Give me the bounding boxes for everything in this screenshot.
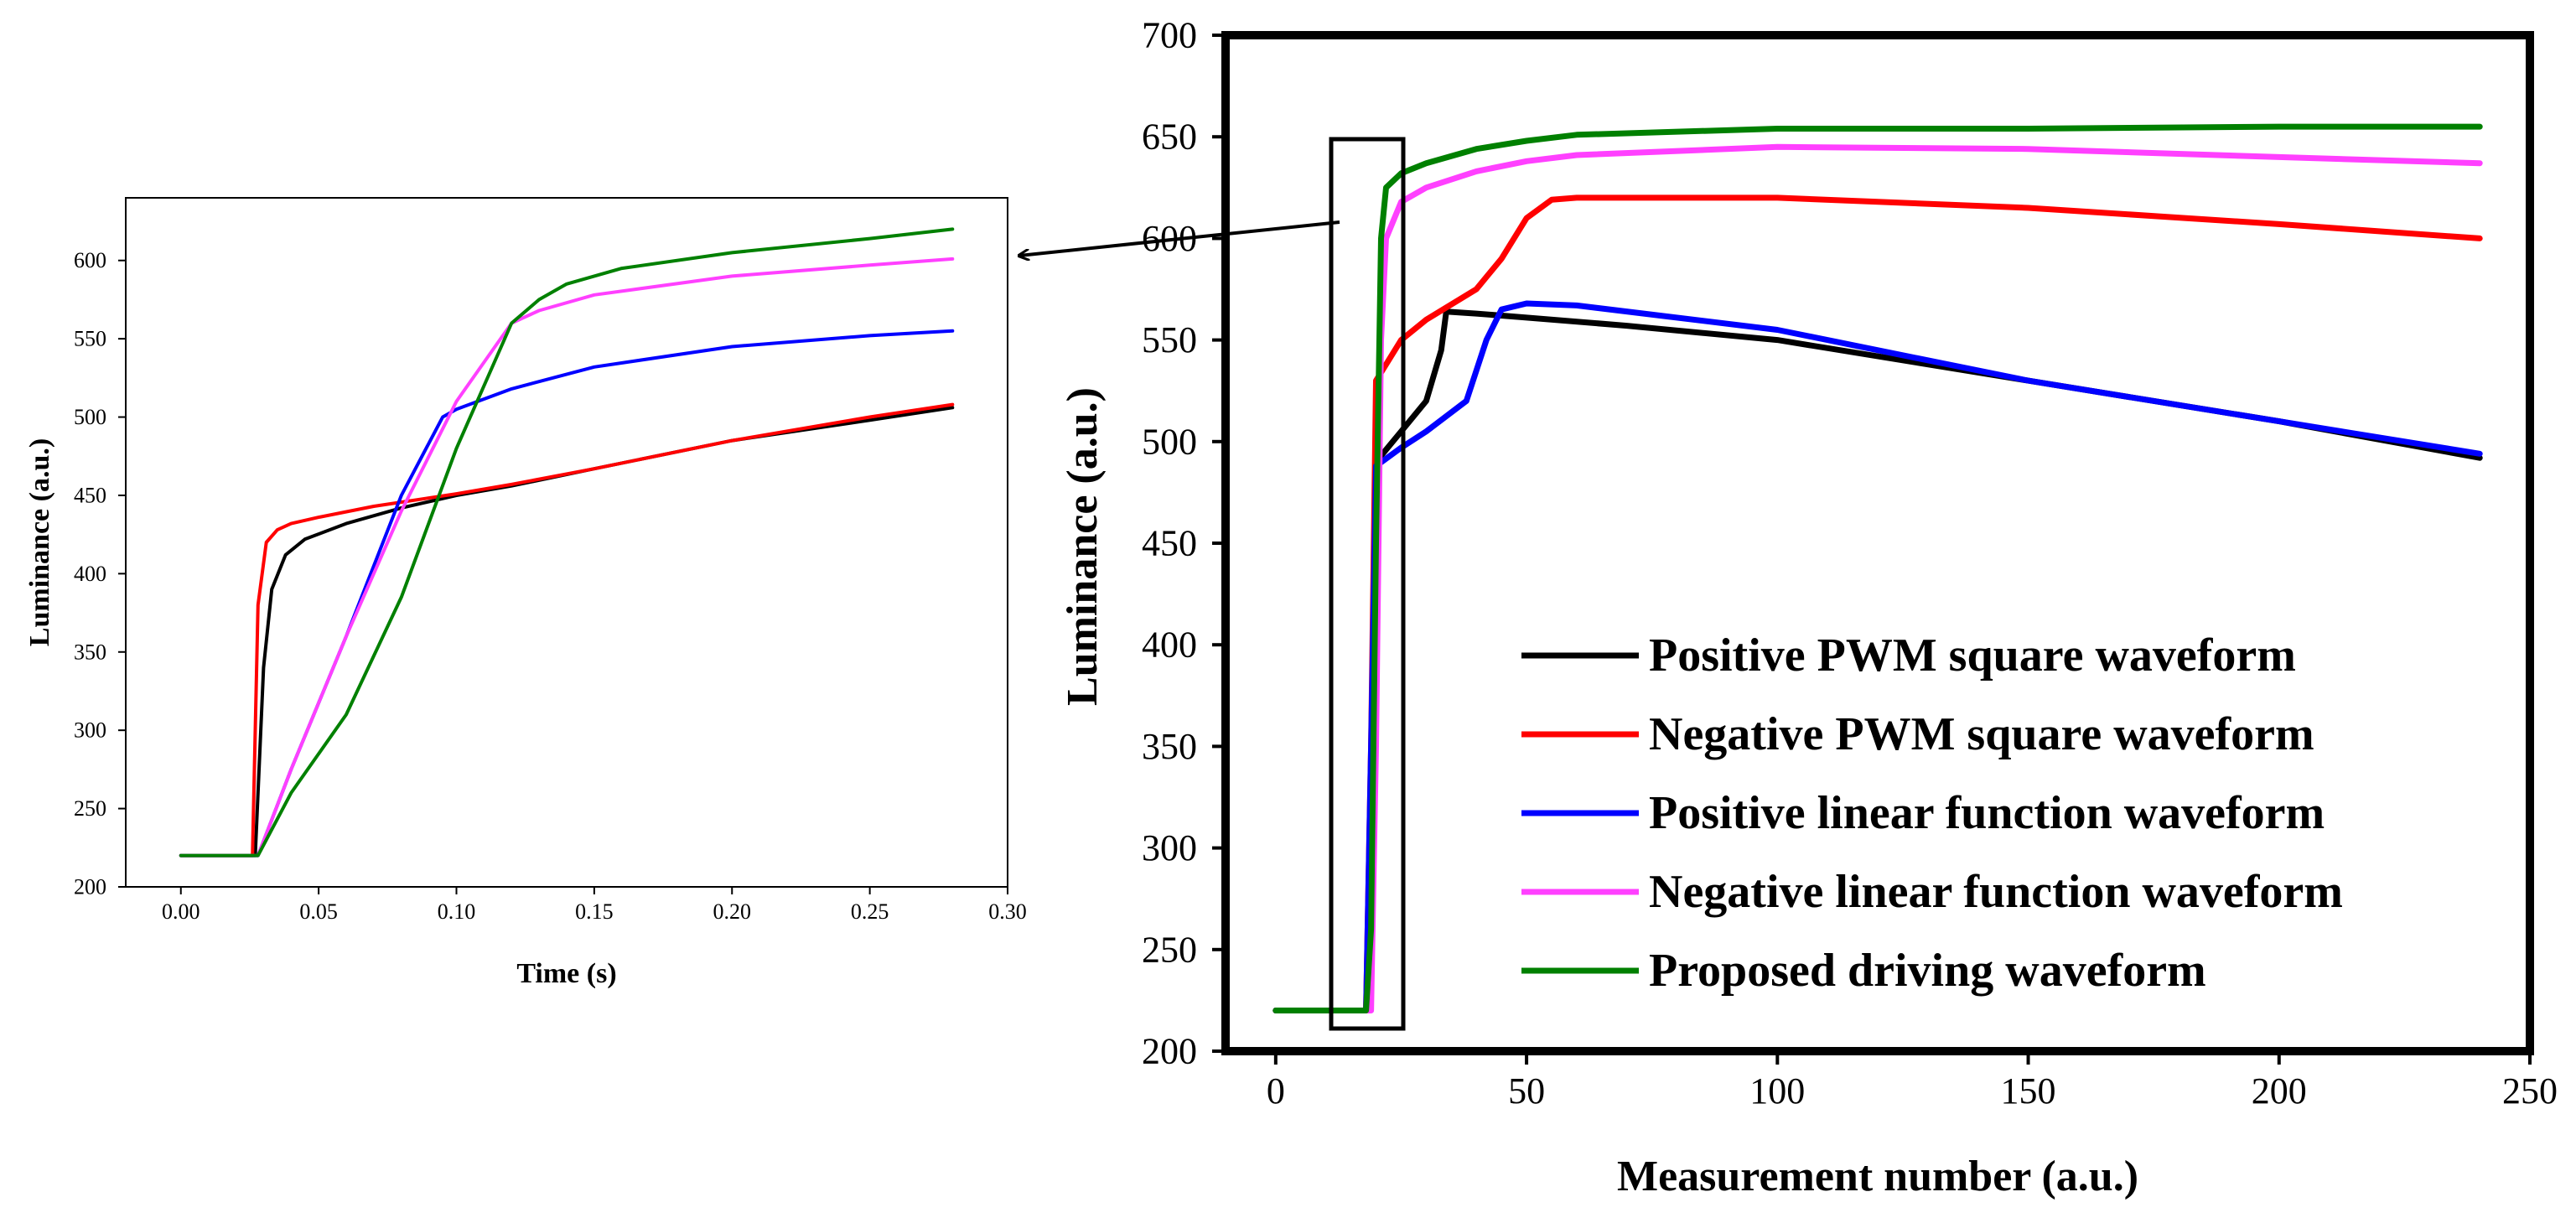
inset-plot-frame (125, 197, 1008, 888)
inset-x-tick-label: 0.20 (713, 899, 752, 924)
inset-y-tick-label: 500 (74, 405, 106, 429)
inset-series-line-2 (179, 402, 955, 858)
inset-x-tick-label: 0.25 (851, 899, 889, 924)
main-y-tick-label: 250 (1142, 929, 1197, 970)
main-y-tick-label: 400 (1142, 624, 1197, 666)
main-x-tick-label: 100 (1749, 1070, 1805, 1112)
legend-label: Negative PWM square waveform (1649, 708, 2314, 760)
main-y-axis-label: Luminance (a.u.) (1059, 387, 1107, 706)
main-x-ticks: 0 50 100 150 200 250 (1267, 1051, 2558, 1112)
inset-chart: 0.00 0.05 0.10 0.15 0.20 0.25 0.30 200 250 300 35… (24, 197, 1027, 989)
main-chart: 0 50 100 150 200 250 200 250 300 350 400 450 500 550… (1059, 15, 2558, 1201)
legend: Positive PWM square waveform Negative PWM… (1521, 630, 2343, 997)
inset-y-tick-label: 300 (74, 718, 106, 743)
main-y-tick-label: 650 (1142, 117, 1197, 158)
main-x-tick-label: 0 (1267, 1070, 1285, 1112)
inset-y-axis-label: Luminance (a.u.) (24, 438, 55, 646)
inset-series-line-5 (179, 227, 955, 858)
main-y-tick-label: 200 (1142, 1031, 1197, 1072)
main-x-tick-label: 150 (2001, 1070, 2056, 1112)
main-y-tick-label: 700 (1142, 15, 1197, 56)
legend-label: Negative linear function waveform (1649, 866, 2343, 918)
inset-x-ticks: 0.00 0.05 0.10 0.15 0.20 0.25 0.30 (162, 887, 1027, 924)
main-series-line-5 (1272, 123, 2483, 1013)
main-x-tick-label: 200 (2252, 1070, 2307, 1112)
inset-x-axis-label: Time (s) (516, 958, 616, 989)
inset-y-tick-label: 200 (74, 875, 106, 899)
inset-y-ticks: 200 250 300 350 400 450 500 550 600 (74, 248, 126, 899)
legend-label: Positive linear function waveform (1649, 787, 2325, 839)
main-y-tick-label: 600 (1142, 218, 1197, 259)
zoom-region-box (1329, 137, 1406, 1031)
inset-y-tick-label: 600 (74, 248, 106, 272)
inset-y-tick-label: 250 (74, 796, 106, 821)
inset-series-line-3 (179, 329, 955, 858)
inset-y-tick-label: 400 (74, 562, 106, 586)
main-y-ticks: 200 250 300 350 400 450 500 550 600 650 700 (1142, 15, 1226, 1072)
main-y-tick-label: 350 (1142, 726, 1197, 767)
main-y-tick-label: 300 (1142, 827, 1197, 868)
inset-y-tick-label: 450 (74, 483, 106, 507)
inset-y-tick-label: 350 (74, 640, 106, 664)
inset-x-tick-label: 0.05 (299, 899, 338, 924)
inset-series-line-4 (179, 257, 955, 858)
main-x-tick-label: 250 (2502, 1070, 2558, 1112)
main-plot-frame (1221, 31, 2534, 1055)
main-y-tick-label: 500 (1142, 421, 1197, 462)
legend-label: Proposed driving waveform (1649, 945, 2206, 997)
main-y-tick-label: 550 (1142, 319, 1197, 360)
zoom-arrow (1019, 220, 1340, 256)
inset-y-tick-label: 550 (74, 327, 106, 351)
main-x-tick-label: 50 (1508, 1070, 1545, 1112)
inset-x-tick-label: 0.15 (575, 899, 614, 924)
inset-x-tick-label: 0.30 (988, 899, 1027, 924)
legend-label: Positive PWM square waveform (1649, 630, 2296, 681)
main-x-axis-label: Measurement number (a.u.) (1617, 1153, 2138, 1200)
inset-x-tick-label: 0.00 (162, 899, 200, 924)
main-series-group (1272, 123, 2483, 1013)
inset-series-group (179, 227, 955, 858)
inset-x-tick-label: 0.10 (438, 899, 476, 924)
main-y-tick-label: 450 (1142, 523, 1197, 564)
